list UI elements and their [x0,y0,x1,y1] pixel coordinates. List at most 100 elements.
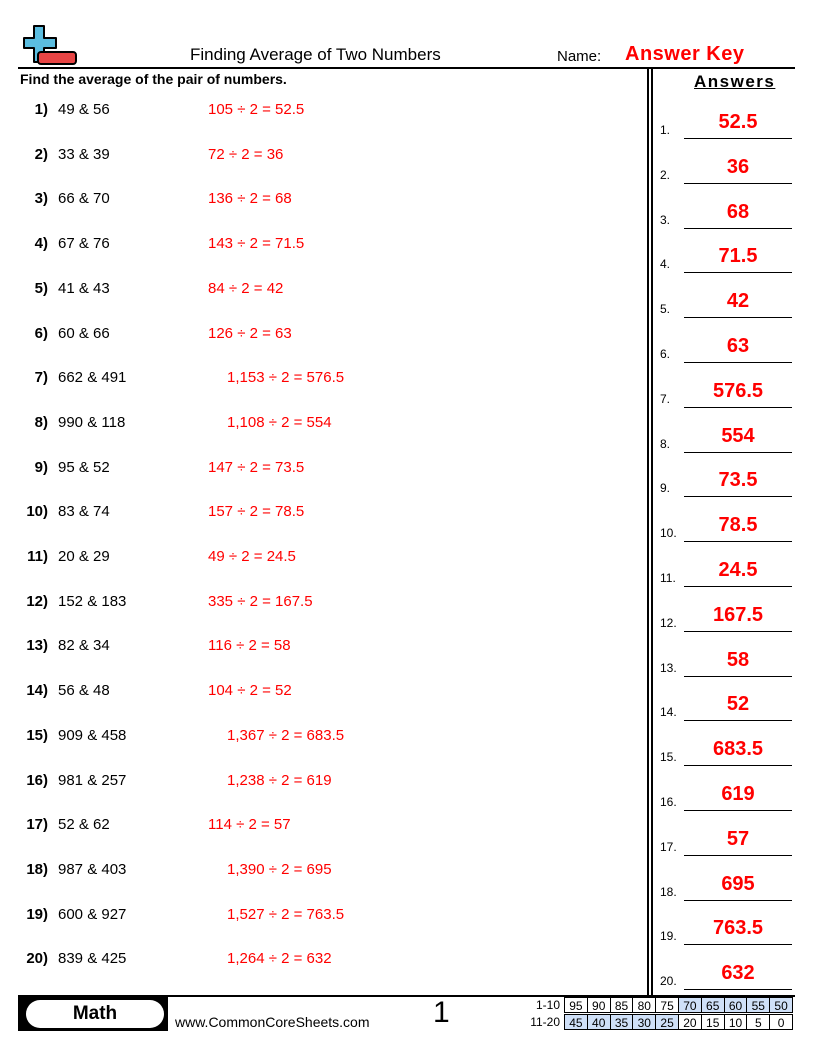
instructions: Find the average of the pair of numbers. [20,71,287,87]
problem-work: 1,238 ÷ 2 = 619 [227,771,332,789]
footer-rule [18,995,795,997]
answer-number: 13. [660,660,677,675]
score-cell: 40 [586,1014,611,1030]
plus-minus-logo [23,25,77,65]
answer-line [684,720,792,722]
answer-value: 71.5 [718,245,758,268]
answer-value: 68 [726,200,750,223]
problem-question: 600 & 927 [58,905,127,923]
score-cell: 65 [700,997,725,1013]
answer-value: 52.5 [718,111,758,133]
subject-label: Math [26,1000,164,1028]
problem-number: 8) [34,413,48,431]
answer-number: 18. [660,884,677,899]
name-value: Answer Key [625,43,745,65]
problem-work: 105 ÷ 2 = 52.5 [208,101,305,118]
problem-question: 49 & 56 [58,101,110,118]
score-row-label: 11-20 [530,1015,560,1029]
score-cell: 55 [746,997,771,1013]
answer-number: 7. [660,391,671,406]
answer-number: 11. [660,571,676,585]
score-cell: 70 [678,997,702,1013]
answer-value: 576.5 [712,379,764,402]
answer-value: 683.5 [712,738,764,761]
answer-number: 3. [660,212,671,227]
answer-value: 63 [726,335,750,357]
problem-work: 126 ÷ 2 = 63 [208,324,292,342]
problem-number: 16) [26,771,48,789]
answer-line [684,406,792,408]
problem-number: 1) [34,101,48,118]
answer-line [684,899,792,901]
score-cell: 35 [609,1014,634,1030]
answer-number: 12. [660,615,677,630]
problem-question: 839 & 425 [58,950,127,968]
answer-value: 554 [721,424,755,447]
answer-number: 9. [660,481,671,496]
problem-question: 52 & 62 [58,816,110,834]
answer-line [684,630,792,632]
answer-number: 20. [660,974,677,989]
name-label: Name: [557,48,602,65]
answer-value: 167.5 [712,603,764,626]
column-divider [651,68,653,996]
answer-value: 42 [726,290,750,313]
answer-line [684,451,792,453]
problem-number: 14) [26,682,48,700]
problem-number: 11) [27,548,48,565]
answer-value: 619 [721,783,755,805]
problem-question: 83 & 74 [58,503,110,521]
problem-work: 136 ÷ 2 = 68 [208,190,292,208]
answer-line [684,138,792,139]
header-rule [18,67,795,69]
problem-number: 9) [34,458,48,476]
problem-number: 6) [34,324,48,342]
answer-line [684,182,792,184]
problem-work: 1,108 ÷ 2 = 554 [227,413,332,431]
score-cell: 20 [678,1014,702,1030]
problem-work: 1,527 ÷ 2 = 763.5 [227,905,345,923]
answer-line [684,227,792,229]
answer-line [684,496,792,498]
problem-number: 19) [26,905,48,923]
problem-work: 114 ÷ 2 = 57 [208,816,291,834]
problem-work: 1,367 ÷ 2 = 683.5 [227,726,345,744]
answer-value: 58 [726,648,750,671]
answer-line [684,675,792,677]
answer-line [684,989,792,991]
problem-work: 49 ÷ 2 = 24.5 [208,548,296,565]
problem-work: 157 ÷ 2 = 78.5 [208,503,305,521]
answer-line [684,810,792,811]
answer-line [684,854,792,856]
problem-number: 18) [26,860,48,878]
problem-number: 3) [34,190,48,208]
answer-value: 24.5 [718,559,758,581]
score-cell: 45 [564,1014,588,1030]
answer-line [684,541,792,543]
problem-question: 33 & 39 [58,145,110,163]
problem-number: 20) [26,950,48,968]
answer-line [684,586,792,587]
problem-number: 15) [26,726,48,744]
problem-question: 66 & 70 [58,190,110,208]
answer-number: 10. [660,526,677,541]
answer-value: 632 [721,962,755,985]
worksheet-title: Finding Average of Two Numbers [190,45,441,64]
answer-number: 4. [660,257,671,272]
site-url: www.CommonCoreSheets.com [175,1014,370,1030]
problem-work: 147 ÷ 2 = 73.5 [208,458,305,476]
problem-question: 20 & 29 [58,548,110,565]
problem-question: 56 & 48 [58,682,110,700]
problem-question: 60 & 66 [58,324,110,342]
answer-value: 57 [726,827,750,850]
answer-number: 15. [660,750,677,765]
answer-line [684,272,792,274]
score-cell: 10 [723,1014,748,1030]
score-cell: 80 [632,997,657,1013]
problem-number: 5) [34,279,48,297]
answer-value: 36 [726,155,750,178]
problem-work: 84 ÷ 2 = 42 [208,279,284,297]
page-number: 1 [433,996,450,1029]
answer-number: 19. [660,929,677,944]
score-cell: 25 [655,1014,679,1030]
